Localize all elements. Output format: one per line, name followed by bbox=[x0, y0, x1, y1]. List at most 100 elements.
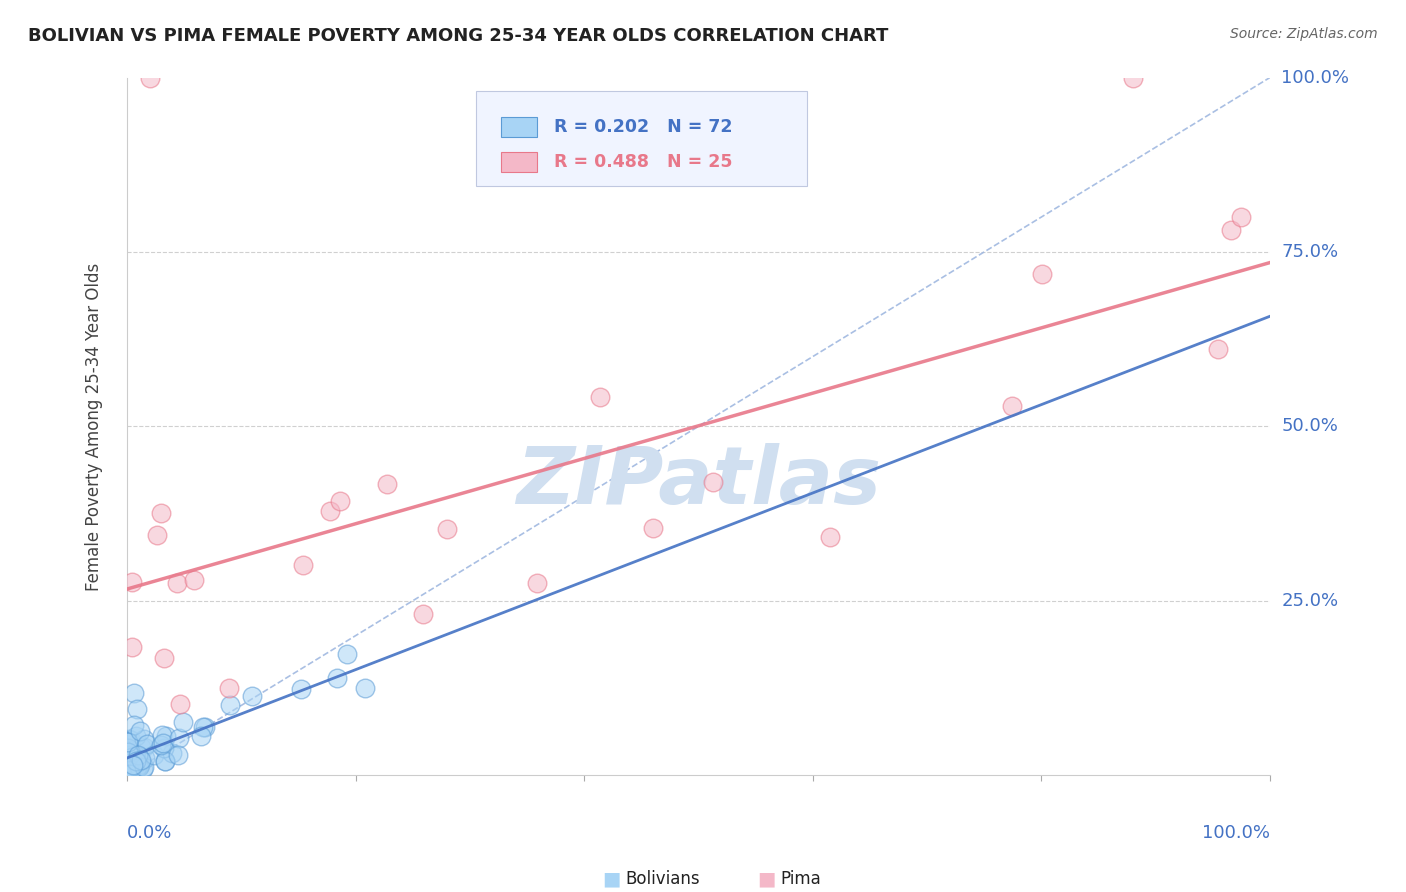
Text: R = 0.202   N = 72: R = 0.202 N = 72 bbox=[554, 118, 733, 136]
Point bbox=[131, 762, 153, 776]
Point bbox=[375, 477, 398, 491]
Point bbox=[118, 766, 141, 780]
Point bbox=[1001, 400, 1024, 414]
Point bbox=[1206, 342, 1229, 356]
Point bbox=[124, 747, 146, 762]
Point bbox=[169, 697, 191, 711]
Point bbox=[160, 746, 183, 760]
Point bbox=[121, 754, 143, 768]
Point bbox=[412, 607, 434, 622]
Text: 75.0%: 75.0% bbox=[1281, 243, 1339, 261]
Point bbox=[152, 736, 174, 750]
Text: 0.0%: 0.0% bbox=[127, 824, 173, 842]
Point bbox=[129, 723, 152, 738]
Point bbox=[128, 758, 150, 772]
Point bbox=[326, 671, 349, 685]
Point bbox=[526, 576, 548, 591]
Point bbox=[117, 743, 139, 757]
Point bbox=[117, 740, 139, 755]
Point bbox=[218, 698, 240, 712]
Point bbox=[166, 576, 188, 591]
Point bbox=[134, 740, 156, 755]
Point bbox=[589, 390, 612, 404]
Point bbox=[436, 522, 458, 536]
Point bbox=[117, 734, 139, 748]
Point bbox=[118, 748, 141, 763]
Text: 100.0%: 100.0% bbox=[1202, 824, 1270, 842]
Point bbox=[329, 494, 352, 508]
Point bbox=[120, 745, 142, 759]
Point bbox=[1219, 223, 1241, 237]
Point bbox=[120, 765, 142, 780]
Point bbox=[167, 747, 190, 762]
Point bbox=[129, 753, 152, 767]
Point bbox=[129, 740, 152, 755]
Point bbox=[118, 763, 141, 777]
Point bbox=[153, 651, 176, 665]
Point bbox=[122, 718, 145, 732]
Point bbox=[128, 760, 150, 774]
Point bbox=[1031, 267, 1053, 281]
FancyBboxPatch shape bbox=[475, 92, 807, 186]
Point bbox=[132, 759, 155, 773]
Point bbox=[291, 558, 314, 572]
Point bbox=[191, 719, 214, 733]
Text: 25.0%: 25.0% bbox=[1281, 591, 1339, 610]
Point bbox=[117, 745, 139, 759]
Point bbox=[121, 758, 143, 772]
Point bbox=[131, 755, 153, 769]
Point bbox=[118, 748, 141, 763]
Point bbox=[149, 738, 172, 752]
Point bbox=[143, 747, 166, 762]
Text: ■: ■ bbox=[756, 869, 776, 888]
Bar bbox=[501, 153, 537, 172]
Text: ZIPatlas: ZIPatlas bbox=[516, 443, 882, 521]
Text: 50.0%: 50.0% bbox=[1281, 417, 1339, 435]
Point bbox=[115, 761, 138, 775]
Point bbox=[120, 733, 142, 747]
Point bbox=[121, 757, 143, 772]
Point bbox=[121, 764, 143, 779]
Point bbox=[319, 503, 342, 517]
Text: Pima: Pima bbox=[780, 870, 821, 888]
Point bbox=[121, 759, 143, 773]
Y-axis label: Female Poverty Among 25-34 Year Olds: Female Poverty Among 25-34 Year Olds bbox=[86, 262, 103, 591]
Point bbox=[121, 756, 143, 771]
Point bbox=[127, 755, 149, 769]
Text: BOLIVIAN VS PIMA FEMALE POVERTY AMONG 25-34 YEAR OLDS CORRELATION CHART: BOLIVIAN VS PIMA FEMALE POVERTY AMONG 25… bbox=[28, 27, 889, 45]
Point bbox=[135, 738, 157, 752]
Point bbox=[183, 573, 205, 587]
Point bbox=[169, 731, 191, 745]
Point bbox=[155, 754, 177, 768]
Point bbox=[118, 742, 141, 756]
Point bbox=[121, 750, 143, 764]
Point bbox=[124, 754, 146, 768]
Point bbox=[118, 756, 141, 770]
Point bbox=[194, 721, 217, 735]
Point bbox=[190, 730, 212, 744]
Point bbox=[354, 681, 377, 695]
Bar bbox=[501, 117, 537, 136]
Point bbox=[129, 753, 152, 767]
Point bbox=[129, 757, 152, 772]
Point bbox=[118, 731, 141, 746]
Point bbox=[290, 682, 312, 697]
Point bbox=[127, 748, 149, 763]
Text: 100.0%: 100.0% bbox=[1281, 69, 1350, 87]
Point bbox=[124, 757, 146, 772]
Point bbox=[146, 528, 169, 542]
Point bbox=[121, 574, 143, 589]
Point bbox=[641, 521, 664, 535]
Point bbox=[118, 761, 141, 775]
Point bbox=[702, 475, 724, 490]
Point bbox=[152, 741, 174, 756]
Point bbox=[150, 506, 173, 520]
Point bbox=[155, 729, 177, 743]
Point bbox=[153, 754, 176, 768]
Text: R = 0.488   N = 25: R = 0.488 N = 25 bbox=[554, 153, 733, 171]
Point bbox=[134, 751, 156, 765]
Point bbox=[218, 681, 240, 695]
Point bbox=[125, 730, 148, 744]
Point bbox=[150, 728, 173, 742]
Point bbox=[127, 760, 149, 774]
